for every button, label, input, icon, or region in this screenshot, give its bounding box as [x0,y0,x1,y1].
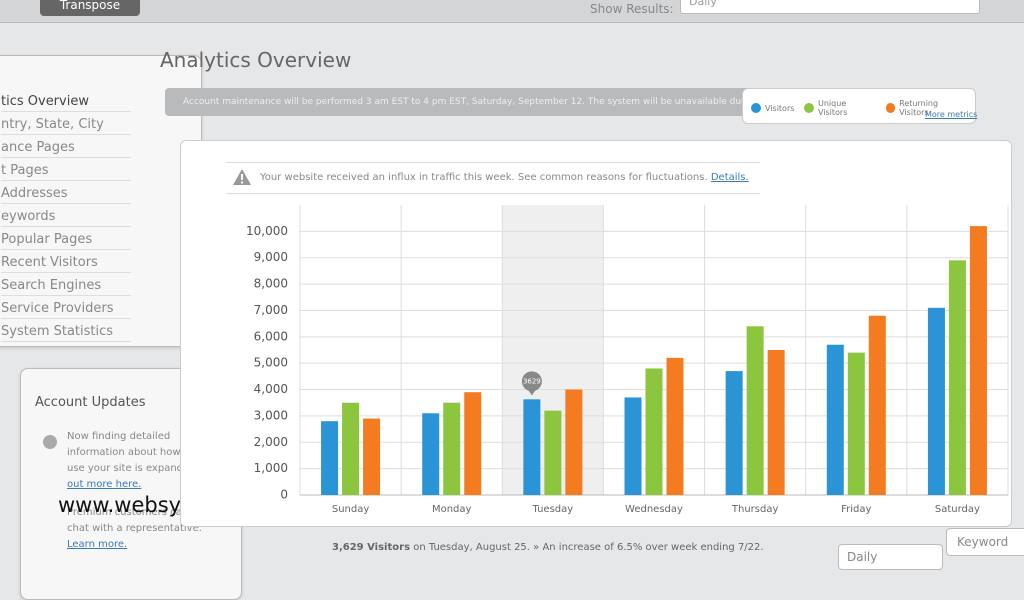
bar [422,413,440,495]
y-tick-label: 10,000 [246,224,288,238]
sidebar-item[interactable]: ance Pages [1,138,131,158]
update-text: Premium customers can now chat with a re… [67,507,212,534]
update-icon [43,435,57,449]
y-tick-label: 6,000 [254,329,288,343]
y-tick-label: 3,000 [254,408,288,422]
bar [666,357,684,495]
legend-label: Returning Visitors [899,99,939,117]
sidebar-item[interactable]: t Pages [1,161,131,181]
update-text: Now finding detailed information about h… [67,431,220,474]
bar [565,389,583,495]
sidebar-item[interactable]: System Statistics [1,322,131,342]
tooltip-bubble [521,371,542,392]
bar [847,352,865,495]
legend-item: Unique Visitors [804,99,875,117]
y-tick-label: 0 [280,488,288,502]
results-select[interactable]: Daily [680,0,980,14]
legend-item: Returning Visitors [885,99,967,117]
sidebar-item[interactable]: Search Engines [1,276,131,296]
sidebar-item[interactable]: Addresses [1,184,131,204]
bar [523,399,541,495]
legend-swatch [751,103,761,113]
more-metrics-link[interactable]: More metrics [925,110,978,119]
y-tick-label: 9,000 [254,250,288,264]
bar [969,226,987,495]
bar [746,326,764,495]
sidebar-item[interactable]: ntry, State, City [1,115,131,135]
maintenance-banner: Account maintenance will be performed 3 … [165,88,753,116]
x-tick-label: Monday [432,504,472,515]
bar [321,421,339,495]
x-tick-label: Tuesday [532,504,574,515]
legend-label: Unique Visitors [817,99,848,117]
updates-title: Account Updates [35,395,146,410]
tooltip-label: 3629 [523,377,541,385]
notice-text: Your website received an influx in traff… [260,172,708,183]
legend: Visitors Unique Visitors Returning Visitor… [743,89,975,127]
sidebar-item[interactable]: Recent Visitors [1,253,131,273]
y-tick-label: 4,000 [254,382,288,396]
bar [645,368,663,495]
sidebar-item[interactable]: Popular Pages [1,230,131,250]
bar [464,392,482,495]
y-tick-label: 1,000 [254,461,288,475]
sidebar-item[interactable]: eywords [1,207,131,227]
x-tick-label: Sunday [332,504,369,515]
bar [544,410,562,495]
bar [826,344,844,495]
bar [948,260,966,495]
tooltip-pointer [527,389,536,396]
legend-swatch [804,103,814,113]
sidebar-item[interactable]: Service Providers [1,299,131,319]
x-tick-label: Wednesday [625,504,683,515]
notice: Your website received an influx in traff… [226,162,760,194]
bar [868,315,886,495]
chart: 0 1,000 2,000 3,000 4,000 5,000 6,000 7,000 8,00… [246,205,1009,515]
y-tick-label: 7,000 [254,303,288,317]
legend-label: Visitors [765,103,795,113]
sidebar-item[interactable]: tics Overview [1,92,131,112]
bar [342,402,360,495]
search-input[interactable]: Keyword [946,528,1024,556]
show-results-label: Show Results: [590,2,674,16]
notice-link[interactable]: Details. [710,172,749,183]
legend-swatch [885,103,896,113]
x-tick-label: Thursday [731,504,779,515]
page-title: Analytics Overview [160,48,352,72]
summary-bold: 3,629 Visitors [332,542,411,553]
y-tick-label: 5,000 [254,356,288,370]
summary: 3,629 Visitors on Tuesday, August 25. » … [332,542,764,553]
bar [927,307,945,495]
bar [443,402,461,495]
summary-text: on Tuesday, August 25. » An increase of … [413,542,764,553]
y-tick-label: 8,000 [254,277,288,291]
bar [767,350,785,495]
bar [363,418,381,495]
warning-icon [233,169,251,185]
bar [624,397,642,495]
update-link[interactable]: Learn more. [67,539,128,550]
legend-item: Visitors [751,99,794,117]
y-tick-label: 2,000 [254,435,288,449]
transpose-button[interactable]: Transpose [40,0,140,16]
bar [725,371,743,495]
legend-box: Visitors Unique Visitors Returning Visitor… [742,88,976,124]
period-select[interactable]: Daily [838,544,943,570]
x-tick-label: Saturday [935,504,980,515]
x-tick-label: Friday [841,504,871,515]
update-item: Premium customers can now chat with a re… [67,505,227,553]
